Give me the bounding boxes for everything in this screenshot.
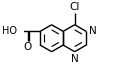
Text: N: N bbox=[89, 26, 96, 36]
Text: N: N bbox=[71, 54, 79, 64]
Text: O: O bbox=[23, 42, 32, 52]
Text: HO: HO bbox=[2, 26, 17, 36]
Text: Cl: Cl bbox=[69, 3, 80, 13]
